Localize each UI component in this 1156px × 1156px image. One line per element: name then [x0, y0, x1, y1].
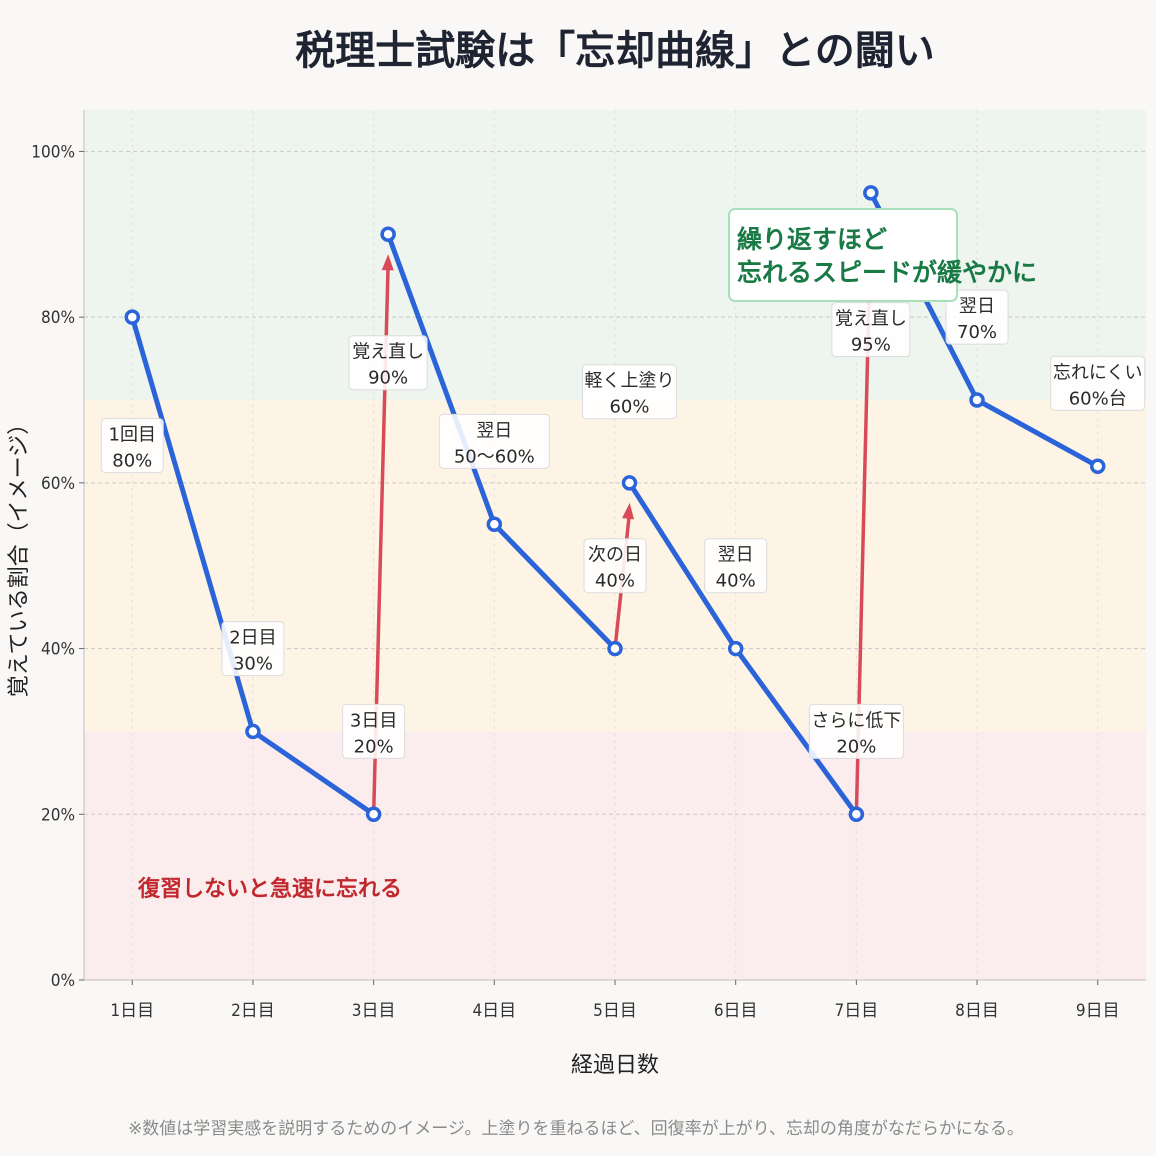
data-point — [607, 640, 623, 657]
x-tick-label: 5日目 — [593, 1001, 637, 1021]
annotation-text: 50〜60% — [454, 446, 535, 467]
annotation-box — [581, 364, 677, 420]
axes: 0% 20% 40% 60% 80% 100% 1日目 2日目 3日目 4日目 5日目 6日目 7日目 8… — [31, 110, 1146, 1021]
annotation-text: 1回目 — [109, 425, 156, 446]
x-tick-label: 1日目 — [110, 1001, 154, 1021]
annotation-text: 2日目 — [229, 628, 276, 649]
zone-band-2 — [84, 110, 1146, 400]
x-tick-label: 4日目 — [472, 1001, 516, 1021]
data-point — [124, 309, 141, 325]
annotation-box — [704, 538, 768, 594]
curve-segment — [250, 728, 377, 817]
annotation-text: 翌日 — [959, 296, 995, 317]
x-tick-label: 3日目 — [352, 1001, 396, 1021]
zone-label-high-box — [728, 208, 958, 302]
y-tick-label: 60% — [41, 474, 75, 494]
y-tick-label: 100% — [31, 142, 75, 162]
zone-label-high-text: 忘れるスピードが緩やかに — [737, 258, 1037, 287]
annotation-label: 覚え直し 95% — [831, 302, 911, 358]
data-point — [380, 226, 396, 243]
curve-segment — [733, 646, 859, 817]
data-point — [863, 185, 879, 201]
annotation-text: 3日目 — [350, 710, 397, 731]
annotation-text: 70% — [957, 322, 997, 343]
data-point — [1089, 458, 1106, 475]
annotation-text: 95% — [851, 335, 891, 356]
annotation-box — [808, 703, 904, 759]
annotation-text: 翌日 — [476, 420, 512, 441]
annotation-text: さらに低下 — [811, 710, 901, 731]
data-point — [245, 723, 261, 740]
curve-segment — [626, 480, 739, 652]
review-arrow-head — [381, 254, 394, 271]
annotation-text: 20% — [836, 736, 876, 757]
chart-title: 税理士試験は「忘却曲線」との闘い — [295, 28, 935, 74]
annotation-text: 忘れにくい — [1053, 362, 1143, 383]
annotation-box — [831, 302, 911, 358]
y-tick-label: 20% — [41, 805, 75, 825]
zone-label-high-text: 繰り返すほど — [737, 225, 887, 254]
data-point — [621, 475, 638, 491]
x-axis-title: 経過日数 — [571, 1053, 659, 1078]
annotation-box — [438, 413, 550, 469]
review-arrow-head — [622, 502, 635, 520]
annotation-text: 軽く上塗り — [584, 370, 674, 392]
annotation-text: 60% — [609, 397, 649, 418]
annotation-label: 翌日 40% — [704, 538, 768, 594]
annotation-text: 40% — [716, 571, 756, 592]
annotation-text: 40% — [595, 571, 635, 592]
annotation-text: 覚え直し — [835, 309, 907, 330]
annotation-label: 忘れにくい 60%台 — [1050, 355, 1146, 411]
data-points — [124, 185, 1106, 823]
annotation-box — [100, 418, 164, 474]
annotation-box — [221, 621, 285, 677]
zone-label-low: 復習しないと急速に忘れる — [137, 876, 402, 902]
annotation-text: 覚え直し — [352, 342, 424, 363]
annotation-box — [1050, 355, 1146, 411]
annotation-text: 30% — [233, 654, 273, 675]
annotation-box — [348, 335, 428, 391]
y-axis-title: 覚えている割合（イメージ） — [7, 413, 32, 697]
data-point — [486, 516, 503, 533]
annotation-text: 翌日 — [718, 545, 754, 566]
data-point — [969, 392, 985, 408]
annotation-label: 覚え直し 90% — [348, 335, 428, 391]
data-point — [848, 806, 865, 823]
annotation-text: 80% — [112, 451, 152, 472]
annotations: 1回目80%2日目30%3日目20%覚え直し90%翌日50〜60%軽く上塗り60… — [100, 289, 1146, 759]
y-tick-label: 80% — [41, 308, 75, 328]
annotation-text: 60%台 — [1069, 388, 1127, 409]
annotation-box — [583, 538, 647, 594]
footnote: ※数値は学習実感を説明するためのイメージ。上塗りを重ねるほど、回復率が上がり、忘… — [128, 1118, 1024, 1139]
annotation-label: 翌日 50〜60% — [438, 413, 550, 469]
annotation-label: 軽く上塗り 60% — [581, 364, 677, 420]
annotation-text: 90% — [368, 368, 408, 389]
y-tick-label: 0% — [51, 971, 75, 991]
curve-segment — [974, 397, 1101, 469]
x-tick-label: 9日目 — [1076, 1001, 1120, 1021]
data-point — [727, 640, 744, 657]
y-tick-label: 40% — [41, 640, 75, 660]
annotation-box — [945, 289, 1009, 345]
x-tick-label: 2日目 — [231, 1001, 275, 1021]
curve-segment — [491, 521, 618, 652]
x-tick-label: 6日目 — [714, 1001, 758, 1021]
annotation-text: 20% — [354, 736, 394, 757]
annotation-label: さらに低下 20% — [808, 703, 904, 759]
annotation-text: 次の日 — [588, 545, 642, 566]
curve-segment — [385, 231, 497, 527]
annotation-label: 次の日 40% — [583, 538, 647, 594]
x-tick-label: 8日目 — [955, 1001, 999, 1021]
zone-bands — [84, 110, 1146, 980]
x-tick-label: 7日目 — [834, 1001, 878, 1021]
annotation-label: 翌日 70% — [945, 289, 1009, 345]
annotation-box — [342, 703, 406, 759]
data-point — [365, 806, 382, 823]
